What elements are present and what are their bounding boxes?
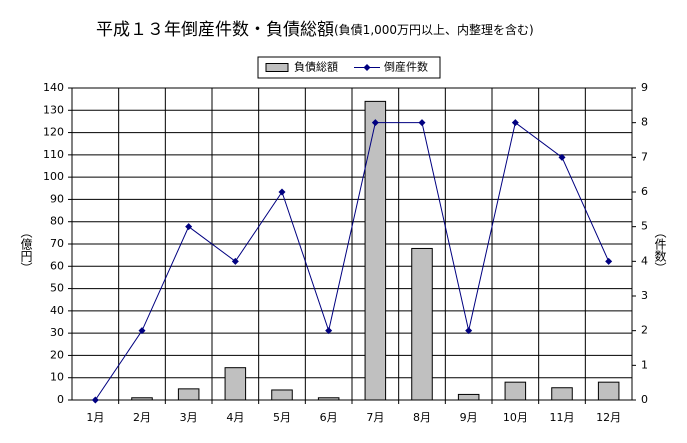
bar	[317, 397, 340, 401]
y2-tick-label: 6	[641, 185, 648, 198]
line-marker	[138, 327, 146, 335]
bar	[364, 100, 387, 401]
y2-tick-label: 9	[641, 81, 648, 94]
y-tick-label: 110	[43, 148, 64, 161]
y-axis-label: （億円）	[19, 226, 33, 274]
y2-tick-label: 0	[641, 393, 648, 406]
bar	[551, 387, 573, 401]
x-tick-label: 9月	[460, 411, 478, 424]
x-tick-label: 1月	[86, 411, 104, 424]
legend-label: 負債総額	[294, 60, 338, 74]
legend-swatch	[265, 63, 289, 72]
x-tick-label: 7月	[366, 411, 384, 424]
line-marker	[231, 257, 239, 265]
y-tick-label: 10	[50, 371, 64, 384]
x-tick-label: 4月	[226, 411, 244, 424]
line-marker	[185, 223, 193, 231]
y2-tick-label: 8	[641, 116, 648, 129]
y-tick-label: 0	[57, 393, 64, 406]
y2-tick-label: 2	[641, 324, 648, 337]
line-marker	[558, 153, 566, 161]
x-tick-label: 8月	[413, 411, 431, 424]
y-tick-label: 60	[50, 259, 64, 272]
y-tick-label: 50	[50, 282, 64, 295]
y2-tick-label: 3	[641, 289, 648, 302]
y-tick-label: 100	[43, 170, 64, 183]
bar	[457, 393, 480, 401]
line	[94, 121, 610, 401]
y2-tick-label: 5	[641, 220, 648, 233]
x-tick-label: 10月	[503, 411, 528, 424]
line-marker	[371, 119, 379, 127]
line-marker	[418, 119, 426, 127]
x-tick-label: 2月	[133, 411, 151, 424]
y-tick-label: 30	[50, 326, 64, 339]
legend-label: 倒産件数	[384, 61, 428, 74]
y-tick-label: 40	[50, 304, 64, 317]
title-sub: (負債1,000万円以上、内整理を含む)	[334, 22, 534, 37]
y-tick-label: 130	[43, 103, 64, 116]
plot-frame	[71, 87, 633, 401]
y-tick-label: 20	[50, 348, 64, 361]
x-tick-label: 5月	[273, 411, 291, 424]
y-tick-label: 140	[43, 81, 64, 94]
line-marker	[91, 396, 99, 404]
chart-title: 平成１３年倒産件数・負債総額(負債1,000万円以上、内整理を含む)	[96, 20, 534, 40]
y-tick-label: 120	[43, 126, 64, 139]
y2-tick-label: 1	[641, 358, 648, 371]
bar	[504, 381, 527, 401]
y2-tick-label: 7	[641, 150, 648, 163]
bar	[131, 397, 153, 401]
title-main: 平成１３年倒産件数・負債総額	[96, 20, 334, 40]
legend-box	[257, 56, 441, 79]
y2-axis-label: （件数）	[653, 226, 667, 274]
bar	[597, 381, 620, 401]
bar	[411, 247, 433, 401]
y-tick-label: 90	[50, 192, 64, 205]
line-marker	[325, 327, 333, 335]
y2-tick-label: 4	[641, 254, 648, 267]
bar	[224, 367, 247, 401]
x-tick-label: 3月	[180, 411, 198, 424]
y-tick-label: 70	[50, 237, 64, 250]
line-marker	[278, 188, 286, 196]
y-tick-label: 80	[50, 215, 64, 228]
line-marker	[465, 327, 473, 335]
x-tick-label: 12月	[596, 411, 621, 424]
legend-marker	[363, 64, 371, 71]
line-marker	[511, 119, 519, 127]
line-marker	[605, 257, 613, 265]
x-tick-label: 11月	[550, 411, 575, 424]
x-tick-label: 6月	[320, 411, 338, 424]
bar	[177, 388, 200, 401]
bar	[271, 389, 293, 401]
